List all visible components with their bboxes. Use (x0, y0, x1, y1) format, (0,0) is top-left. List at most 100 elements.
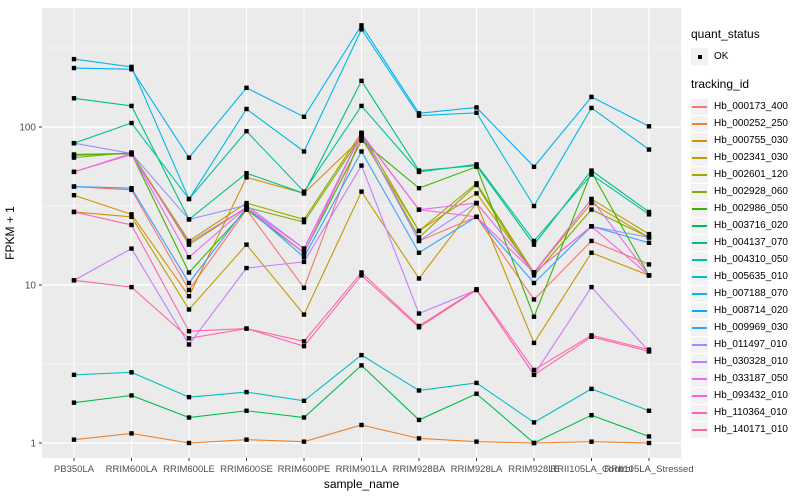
data-point (71, 140, 77, 146)
legend-key-box (691, 183, 708, 200)
legend-item-label: Hb_110364_010 (714, 407, 788, 418)
data-point (589, 333, 594, 338)
legend-item-ok: OK (691, 48, 799, 65)
legend-line-swatch (692, 309, 707, 312)
legend-key-box (691, 319, 708, 336)
legend-line-swatch (692, 343, 707, 346)
data-point (646, 240, 652, 245)
data-point (129, 370, 134, 375)
data-point (301, 343, 307, 349)
legend-key-box (691, 404, 708, 421)
legend-item: Hb_000252_250 (691, 115, 799, 132)
data-point (244, 175, 249, 180)
legend-key-box (691, 302, 708, 319)
data-point (531, 280, 537, 286)
data-point (416, 111, 422, 116)
legend-item-label: Hb_033187_050 (714, 373, 788, 384)
legend-key-box (691, 234, 708, 251)
data-point (129, 103, 134, 109)
legend-line-swatch (692, 190, 707, 193)
data-point (71, 169, 77, 175)
legend-title-quant-status: quant_status (691, 27, 760, 41)
legend-item: Hb_000173_400 (691, 98, 799, 115)
legend-item: Hb_033187_050 (691, 370, 799, 387)
data-point (244, 106, 249, 112)
legend-item-label: Hb_004310_050 (714, 254, 788, 265)
legend-item: Hb_005635_010 (691, 268, 799, 285)
data-point (646, 347, 652, 352)
data-point (71, 372, 77, 378)
data-point (301, 254, 307, 260)
data-point (416, 311, 422, 316)
data-point (244, 265, 249, 271)
legend-key-box (691, 115, 708, 132)
x-tick-label: RRIM901LA (336, 464, 388, 475)
legend-item: Hb_007188_070 (691, 285, 799, 302)
data-point (71, 155, 77, 160)
data-point (71, 400, 77, 405)
data-point (186, 307, 192, 312)
data-point (589, 105, 594, 111)
data-point (531, 164, 537, 169)
y-tick-label: 10 (25, 281, 37, 292)
data-point (301, 398, 307, 403)
legend-line-swatch (692, 360, 707, 363)
data-point (531, 314, 537, 319)
legend-line-swatch (692, 173, 707, 176)
data-point (646, 124, 652, 129)
data-point (301, 285, 307, 291)
x-tick-label: RRIM928LE (508, 464, 560, 475)
data-point (474, 287, 479, 292)
x-tick-label: RRIM600LA (106, 464, 158, 475)
legend-item-label: Hb_000252_250 (714, 118, 788, 129)
data-point (301, 339, 307, 344)
x-tick-label: RRIM600LE (163, 464, 215, 475)
data-point (474, 105, 479, 110)
data-point (301, 246, 307, 251)
legend-item: Hb_008714_020 (691, 302, 799, 319)
data-point (71, 96, 77, 101)
legend-panel: quant_status OK tracking_id Hb_000173_40… (691, 27, 799, 438)
legend-item-label: Hb_030328_010 (714, 356, 788, 367)
legend-item-label: Hb_004137_070 (714, 237, 788, 248)
data-point (531, 297, 537, 302)
legend-key-box (691, 421, 708, 438)
data-point (589, 196, 594, 202)
legend-key-box (691, 149, 708, 166)
legend-key-box (691, 370, 708, 387)
data-point (71, 184, 77, 189)
legend-item-label: Hb_093432_010 (714, 390, 788, 401)
legend-item-label: Hb_002986_050 (714, 203, 788, 214)
data-point (186, 270, 192, 275)
data-point (186, 440, 192, 446)
data-point (129, 246, 134, 251)
data-point (186, 196, 192, 202)
data-point (129, 214, 134, 220)
y-tick-label: 1 (30, 439, 36, 450)
x-tick-label: RRII105LA_Stressed (604, 464, 693, 475)
data-point (186, 280, 192, 286)
data-point (646, 434, 652, 439)
data-point (531, 238, 537, 244)
data-point (589, 439, 594, 444)
legend-item-label: Hb_002341_030 (714, 152, 788, 163)
data-point (646, 212, 652, 217)
data-point (416, 417, 422, 423)
x-axis-title: sample_name (324, 477, 400, 491)
legend-line-swatch (692, 377, 707, 380)
data-point (244, 171, 249, 176)
data-point (359, 103, 364, 109)
x-tick-label: RRII105LA_Control (550, 464, 632, 475)
data-point (416, 169, 422, 175)
legend-key-box (691, 132, 708, 149)
data-point (474, 110, 479, 115)
data-point (359, 23, 364, 28)
data-point (129, 64, 134, 70)
data-point (129, 431, 134, 436)
legend-item-label: Hb_002601_120 (714, 169, 788, 180)
data-point (301, 189, 307, 194)
data-point (71, 193, 77, 198)
legend-title-tracking-id: tracking_id (691, 77, 750, 91)
data-point (416, 207, 422, 212)
legend-key-box (691, 353, 708, 370)
